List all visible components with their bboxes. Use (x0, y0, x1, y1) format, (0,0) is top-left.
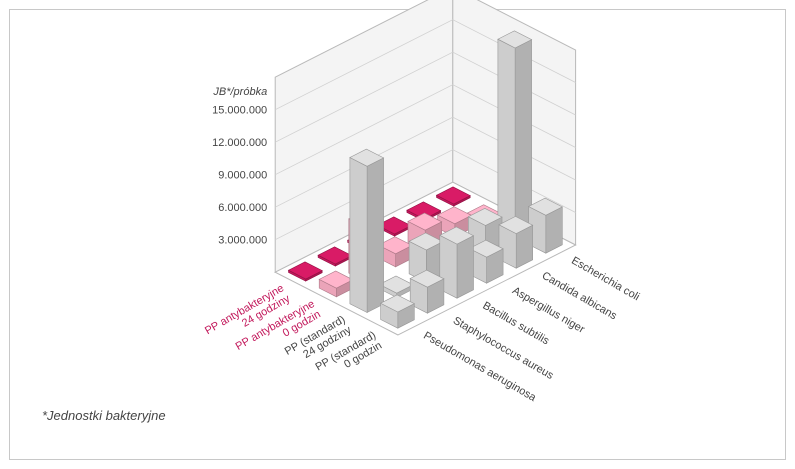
bar-face-top (407, 212, 443, 231)
gridline (275, 116, 576, 208)
gridline (275, 19, 576, 111)
bar (439, 226, 475, 299)
bar-face-top (409, 269, 445, 288)
bar-face-top (435, 186, 471, 205)
bar-face-top (467, 207, 503, 226)
bar (498, 216, 534, 269)
bar (379, 294, 415, 329)
category-label: Staphylococcus aureus (451, 315, 556, 383)
y-tick-label: 3.000.000 (218, 235, 267, 247)
bar-face-top (439, 226, 475, 245)
bar-face-top (527, 197, 563, 216)
bar-face-top (377, 236, 413, 255)
bar-face-front-right (456, 235, 474, 299)
bar (287, 261, 323, 282)
bar-face-top (318, 270, 354, 289)
bar-face-top (406, 201, 442, 220)
bar-face-top (287, 261, 323, 280)
bar-face-front-left (349, 157, 368, 313)
bar (409, 269, 445, 314)
y-tick-label: 6.000.000 (218, 202, 267, 214)
bar-face-top (436, 206, 472, 225)
y-tick-label: 9.000.000 (218, 170, 267, 182)
gridline (275, 84, 576, 176)
bar-face-top (349, 148, 385, 167)
bar (527, 197, 563, 254)
bar-face-front-left (497, 38, 516, 238)
bar-face-front-right (366, 157, 384, 313)
bar-face-top (408, 232, 444, 251)
bar (468, 239, 504, 284)
bar (349, 148, 385, 313)
bar-face-top (468, 239, 504, 258)
bar (435, 186, 471, 207)
bar (317, 246, 353, 267)
y-tick-label: 15.000.000 (212, 105, 267, 117)
bar-face-top (379, 294, 415, 313)
y-axis-label: JB*/próbka (212, 86, 267, 98)
bar-face-top (498, 216, 534, 234)
gridline (275, 149, 576, 241)
bar-face-top (378, 275, 414, 294)
y-tick-label: 12.000.000 (212, 137, 267, 149)
bar-face-top (317, 246, 353, 265)
gridline (275, 51, 576, 143)
bar (377, 236, 413, 268)
bar (497, 30, 533, 238)
footnote: *Jednostki bakteryjne (42, 408, 166, 423)
bar-face-top (497, 30, 533, 49)
